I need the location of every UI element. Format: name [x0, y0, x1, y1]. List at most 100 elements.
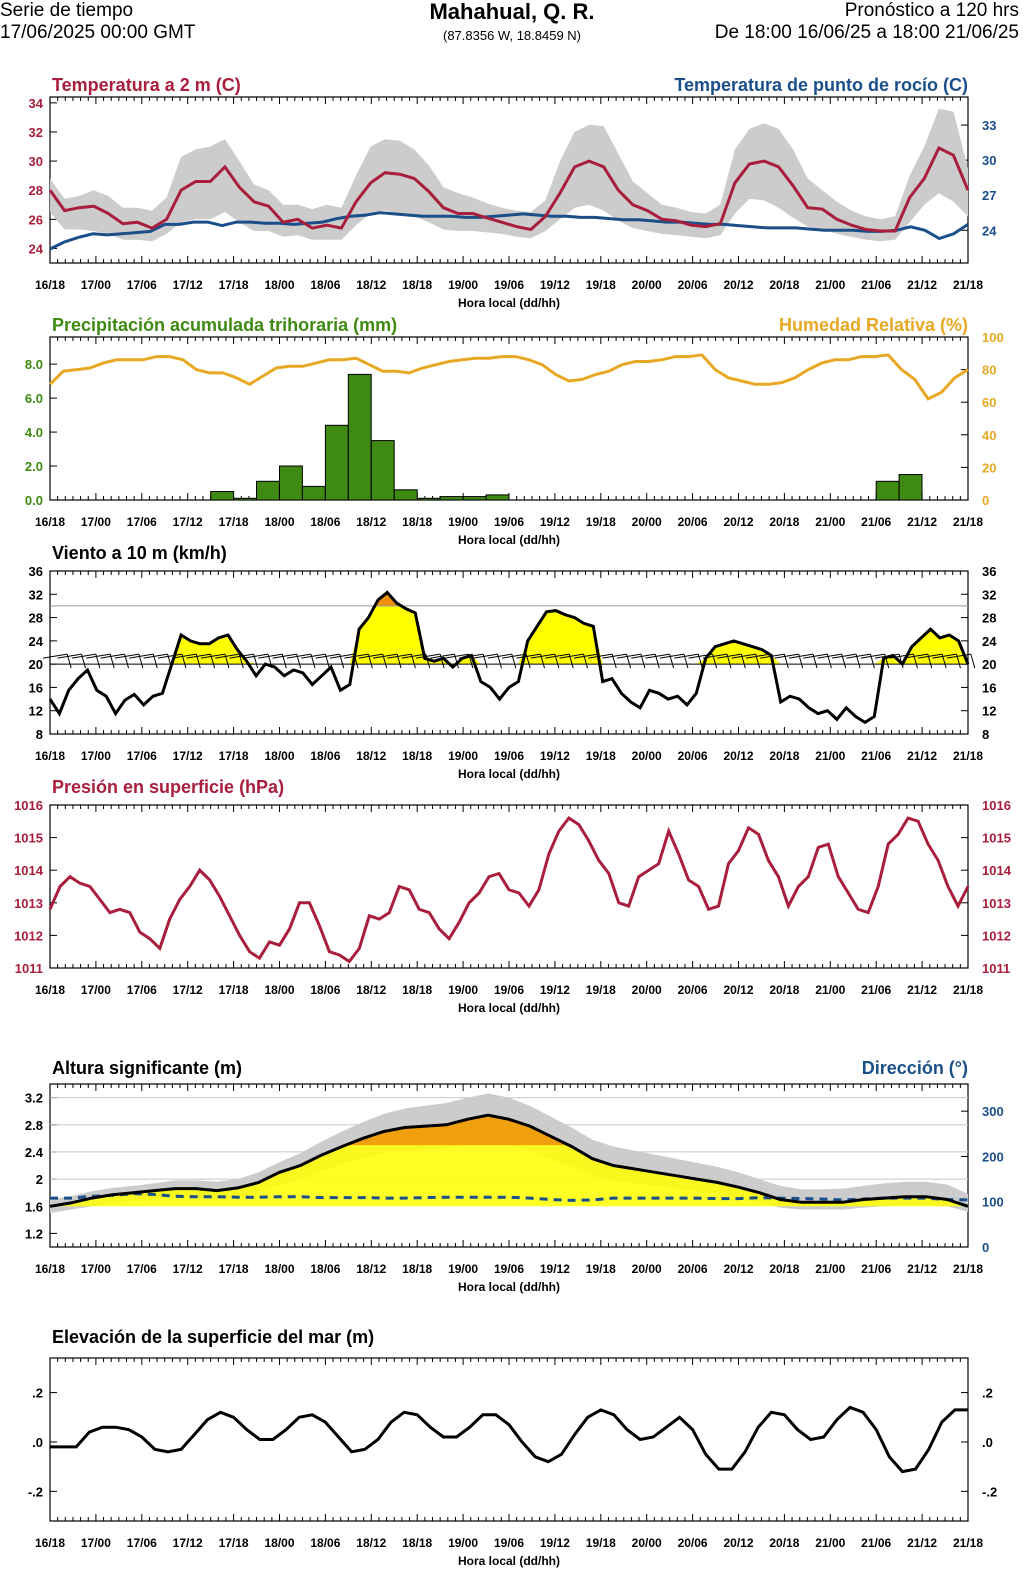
- x-tick-label: 16/18: [35, 515, 65, 529]
- wind-barb-shaft: [817, 653, 842, 659]
- y-tick-label: 28: [29, 183, 43, 198]
- x-tick-label: 19/18: [586, 1536, 616, 1550]
- x-tick-label: 17/18: [219, 515, 249, 529]
- y2-tick-label: .2: [982, 1386, 993, 1401]
- y-tick-label: 1012: [14, 928, 43, 943]
- wind-barb-shaft: [416, 653, 441, 659]
- x-tick-label: 17/12: [173, 1262, 203, 1276]
- x-tick-label: 20/12: [723, 515, 753, 529]
- wind-barb-shaft: [372, 653, 398, 659]
- x-tick-label: 17/06: [127, 1262, 157, 1276]
- x-tick-label: 17/00: [81, 515, 111, 529]
- x-tick-label: 19/18: [586, 1262, 616, 1276]
- wind-barb-shaft: [286, 653, 312, 659]
- wind-barb-shaft: [932, 653, 957, 659]
- x-tick-label: 16/18: [35, 278, 65, 292]
- forecast-range-label: Pronóstico a 120 hrs: [844, 0, 1019, 21]
- x-tick-label: 18/06: [310, 1262, 340, 1276]
- wave-above-threshold-fill: [50, 1115, 968, 1207]
- x-tick-label: 18/06: [310, 515, 340, 529]
- x-tick-label: 20/06: [678, 983, 708, 997]
- x-tick-label: 21/18: [953, 749, 983, 763]
- y2-tick-label: 0: [982, 1240, 989, 1255]
- x-tick-label: 17/00: [81, 278, 111, 292]
- y-tick-label: 30: [29, 154, 43, 169]
- precip-bar: [233, 497, 258, 501]
- panel-precip: 16/18 17/00 17/06 17/12 17/18 18/00 18/06 18/12…: [25, 315, 1004, 547]
- series-label: Serie de tiempo: [0, 0, 134, 21]
- x-tick-label: 19/12: [540, 749, 570, 763]
- humidity-line: [48, 353, 969, 401]
- wind-barb-shaft: [100, 653, 125, 659]
- wind-barb-shaft: [129, 653, 154, 659]
- panel-title-right: Temperatura de punto de rocío (C): [674, 75, 968, 95]
- y2-tick-label: 100: [982, 330, 1004, 345]
- y-tick-label: 16: [29, 680, 43, 695]
- precip-bar: [393, 489, 418, 501]
- wind-barb-flag: [970, 654, 976, 669]
- x-tick-label: 18/00: [264, 278, 294, 292]
- wind-barb-shaft: [946, 653, 971, 659]
- y2-tick-label: 20: [982, 657, 996, 672]
- x-axis-label: Hora local (dd/hh): [458, 1001, 560, 1015]
- y-tick-label: 32: [29, 587, 43, 602]
- y2-tick-label: 100: [982, 1195, 1004, 1210]
- wind-barb-shaft: [502, 653, 527, 659]
- wind-barb-shaft: [516, 653, 541, 659]
- wind-barb-shaft: [143, 653, 168, 659]
- x-tick-label: 21/18: [953, 983, 983, 997]
- x-tick-label: 21/00: [815, 1536, 845, 1550]
- y-tick-label: 24: [29, 241, 44, 256]
- wind-barb-shaft: [401, 653, 426, 659]
- wind-barb-shaft: [559, 653, 584, 659]
- y-tick-label: 3.2: [25, 1091, 43, 1106]
- x-tick-label: 21/06: [861, 515, 891, 529]
- x-tick-label: 21/12: [907, 1262, 937, 1276]
- precip-bar: [324, 424, 349, 501]
- x-tick-label: 20/06: [678, 749, 708, 763]
- x-tick-label: 20/12: [723, 983, 753, 997]
- y2-tick-label: 24: [982, 223, 997, 238]
- y-tick-label: 34: [29, 96, 44, 111]
- wind-barb-shaft: [530, 653, 555, 659]
- wind-barb-shaft: [272, 653, 297, 659]
- plot-frame: [49, 1357, 969, 1522]
- panel-title: Precipitación acumulada trihoraria (mm): [52, 315, 397, 335]
- wind-barb-shaft: [745, 653, 771, 659]
- precip-bar: [485, 494, 510, 501]
- x-tick-label: 21/18: [953, 1536, 983, 1550]
- wind-barb-shaft: [430, 653, 455, 659]
- x-tick-label: 16/18: [35, 983, 65, 997]
- precip-bar: [210, 491, 235, 501]
- panel-sea: 16/18 17/00 17/06 17/12 17/18 18/00 18/06 18/12…: [28, 1327, 997, 1568]
- y-tick-label: 1013: [14, 896, 43, 911]
- y2-tick-label: 16: [982, 680, 996, 695]
- y2-tick-label: 28: [982, 611, 996, 626]
- y-tick-label: 1015: [14, 831, 43, 846]
- x-tick-label: 18/18: [402, 1536, 432, 1550]
- x-tick-label: 19/00: [448, 983, 478, 997]
- x-tick-label: 21/06: [861, 983, 891, 997]
- x-tick-label: 19/00: [448, 749, 478, 763]
- x-tick-label: 19/00: [448, 1262, 478, 1276]
- y2-tick-label: 0: [982, 493, 989, 508]
- y-tick-label: 12: [29, 704, 43, 719]
- x-tick-label: 21/12: [907, 1536, 937, 1550]
- wave-height-line: [49, 1113, 969, 1208]
- wind-barb-shaft: [860, 653, 885, 659]
- x-tick-label: 18/12: [356, 1262, 386, 1276]
- header-left: Serie de tiempo 17/06/2025 00:00 GMT: [0, 0, 195, 44]
- x-tick-label: 19/12: [540, 1262, 570, 1276]
- x-axis-label: Hora local (dd/hh): [458, 296, 560, 310]
- y-tick-label: 1016: [14, 798, 43, 813]
- x-tick-label: 17/12: [173, 983, 203, 997]
- x-tick-label: 18/06: [310, 1536, 340, 1550]
- wind-barb-shaft: [717, 653, 742, 659]
- x-tick-label: 17/06: [127, 515, 157, 529]
- x-tick-label: 20/18: [769, 1536, 799, 1550]
- wind-barb-shaft: [43, 653, 68, 659]
- y-tick-label: 24: [29, 634, 44, 649]
- y-tick-label: 1.6: [25, 1199, 43, 1214]
- x-tick-label: 18/18: [402, 749, 432, 763]
- x-axis-label: Hora local (dd/hh): [458, 1554, 560, 1568]
